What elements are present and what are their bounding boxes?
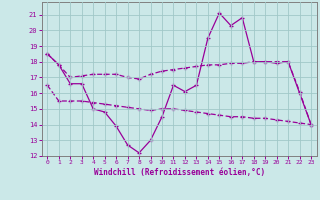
X-axis label: Windchill (Refroidissement éolien,°C): Windchill (Refroidissement éolien,°C) — [94, 168, 265, 177]
